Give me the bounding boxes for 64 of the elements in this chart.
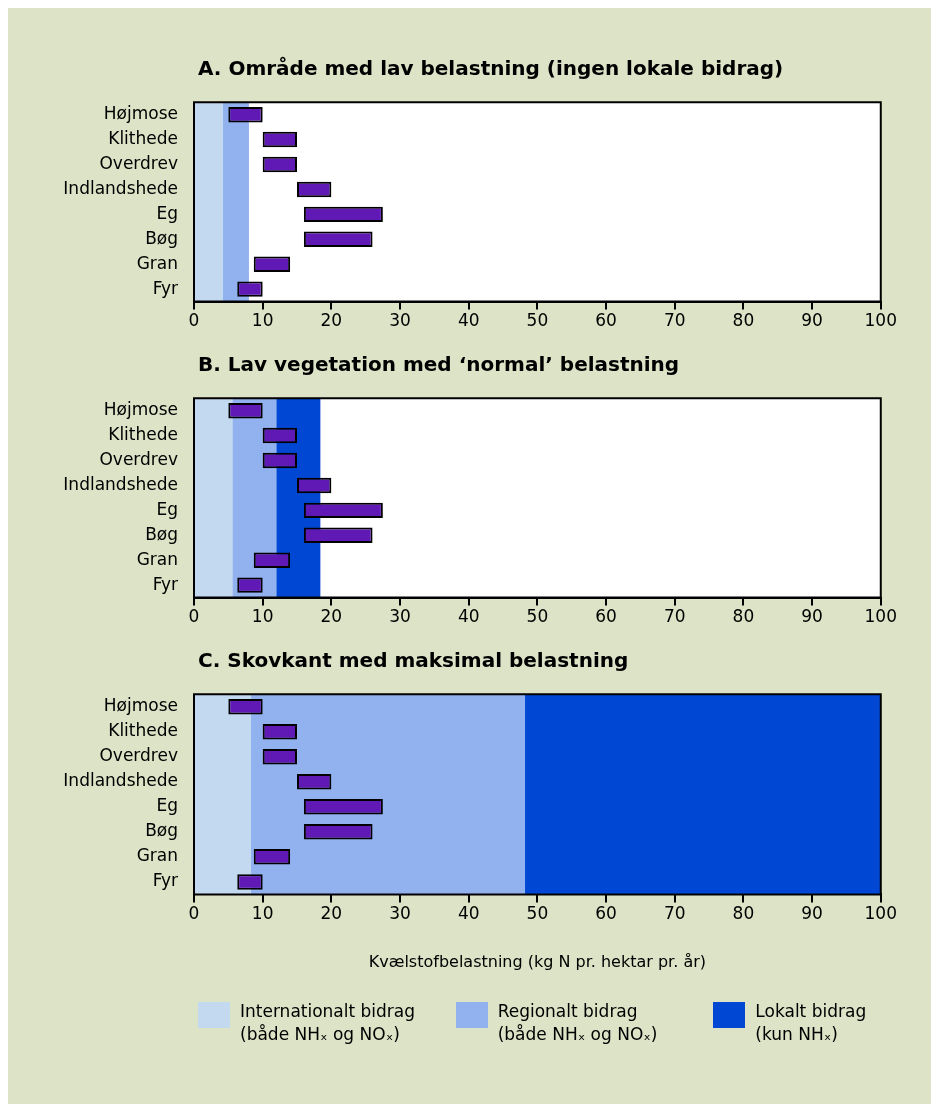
x-tick-label: 10 bbox=[251, 903, 274, 924]
x-tick-label: 0 bbox=[188, 606, 200, 627]
x-tick-label: 20 bbox=[320, 310, 343, 331]
y-tick-label: Højmose bbox=[103, 103, 178, 124]
legend-label: Lokalt bidrag (kun NHₓ) bbox=[755, 1000, 867, 1046]
y-tick-label: Eg bbox=[156, 795, 178, 816]
y-tick-label: Klithede bbox=[108, 720, 178, 741]
x-tick-label: 50 bbox=[526, 903, 549, 924]
legend-label: Regionalt bidrag (både NHₓ og NOₓ) bbox=[497, 1000, 658, 1046]
x-tick-label: 80 bbox=[732, 310, 755, 331]
y-tick-label: Fyr bbox=[152, 573, 178, 594]
x-tick-label: 30 bbox=[389, 903, 411, 924]
y-tick-label: Fyr bbox=[152, 277, 178, 298]
chart-title: A. Område med lav belastning (ingen lokale bidrag) bbox=[197, 55, 785, 82]
x-tick-label: 30 bbox=[389, 606, 411, 627]
y-tick-label: Højmose bbox=[103, 695, 178, 716]
x-tick-label: 90 bbox=[801, 310, 823, 331]
x-tick-label: 50 bbox=[526, 310, 549, 331]
x-tick-label: 10 bbox=[251, 606, 274, 627]
x-tick-label: 90 bbox=[801, 606, 823, 627]
x-tick-label: 80 bbox=[732, 903, 755, 924]
y-tick-label: Overdrev bbox=[99, 448, 178, 469]
y-tick-label: Bøg bbox=[145, 820, 178, 841]
x-tick-label: 20 bbox=[320, 606, 343, 627]
y-tick-label: Eg bbox=[156, 498, 178, 519]
y-tick-label: Gran bbox=[136, 252, 178, 273]
x-tick-label: 10 bbox=[251, 310, 274, 331]
y-tick-label: Højmose bbox=[103, 399, 178, 420]
x-tick-label: 20 bbox=[320, 903, 343, 924]
x-tick-label: 70 bbox=[663, 310, 686, 331]
y-tick-label: Gran bbox=[136, 548, 178, 569]
x-tick-label: 60 bbox=[595, 903, 617, 924]
y-tick-label: Indlandshede bbox=[63, 770, 178, 791]
y-tick-label: Bøg bbox=[145, 227, 178, 248]
x-tick-label: 40 bbox=[457, 903, 480, 924]
x-tick-label: 70 bbox=[663, 903, 686, 924]
x-tick-label: 40 bbox=[457, 606, 480, 627]
y-tick-label: Fyr bbox=[152, 870, 178, 891]
x-tick-label: 100 bbox=[864, 903, 897, 924]
y-tick-label: Overdrev bbox=[99, 745, 178, 766]
x-tick-label: 80 bbox=[732, 606, 755, 627]
x-tick-label: 60 bbox=[595, 310, 617, 331]
x-tick-label: 0 bbox=[188, 310, 200, 331]
y-tick-label: Bøg bbox=[145, 523, 178, 544]
x-tick-label: 60 bbox=[595, 606, 617, 627]
chart-title: C. Skovkant med maksimal belastning bbox=[197, 647, 630, 674]
y-tick-label: Klithede bbox=[108, 424, 178, 445]
y-tick-label: Indlandshede bbox=[63, 177, 178, 198]
x-tick-label: 30 bbox=[389, 310, 411, 331]
y-tick-label: Overdrev bbox=[99, 152, 178, 173]
x-tick-label: 0 bbox=[188, 903, 200, 924]
legend-label: Internationalt bidrag (både NHₓ og NOₓ) bbox=[240, 1000, 416, 1046]
y-tick-label: Eg bbox=[156, 202, 178, 223]
x-axis-title: Kvælstofbelastning (kg N pr. hektar pr. år) bbox=[368, 951, 707, 971]
x-tick-label: 40 bbox=[457, 310, 480, 331]
x-tick-label: 90 bbox=[801, 903, 823, 924]
x-tick-label: 100 bbox=[864, 606, 897, 627]
x-tick-label: 70 bbox=[663, 606, 686, 627]
chart-title: B. Lav vegetation med ‘normal’ belastning bbox=[197, 351, 681, 378]
y-tick-label: Gran bbox=[136, 845, 178, 866]
y-tick-label: Indlandshede bbox=[63, 473, 178, 494]
x-tick-label: 100 bbox=[864, 310, 897, 331]
y-tick-label: Klithede bbox=[108, 128, 178, 149]
x-tick-label: 50 bbox=[526, 606, 549, 627]
